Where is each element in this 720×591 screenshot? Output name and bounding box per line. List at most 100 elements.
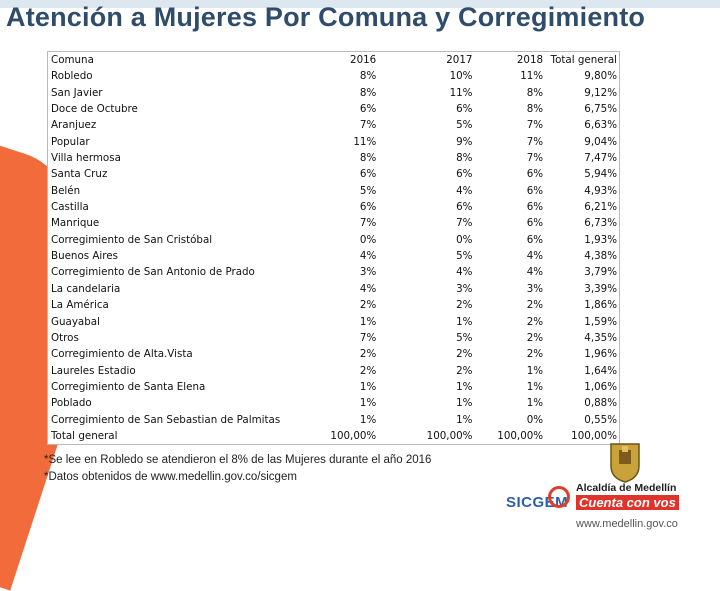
cell-total-general: 1,96%: [584, 348, 617, 361]
cell-2017: 1%: [456, 380, 473, 393]
cell-2018: 7%: [526, 135, 544, 148]
cell-2017: 4%: [456, 184, 473, 197]
cell-2016: 0%: [359, 233, 377, 246]
cell-2018: 8%: [526, 86, 544, 99]
table-row: Buenos Aires 4% 5% 4% 4,38%: [48, 248, 619, 264]
medellin-shield-icon: [610, 443, 640, 483]
table-row: Villa hermosa 8% 8% 7% 7,47%: [48, 150, 619, 166]
cell-2017: 2%: [456, 348, 473, 361]
cell-total-general: 6,73%: [584, 217, 617, 230]
cell-2018: 2%: [526, 348, 544, 361]
cell-2016: 7%: [359, 119, 377, 132]
cell-comuna: Total general: [51, 429, 118, 442]
data-table-container: Comuna 2016 2017 2018 Total general Robl…: [47, 51, 620, 445]
cell-comuna: Manrique: [51, 217, 100, 230]
cell-2018: 1%: [526, 364, 544, 377]
table-body: Robledo 8% 10% 11% 9,80% San Javier 8% 11% 8% 9,1…: [48, 68, 619, 444]
cell-2016: 6%: [359, 103, 377, 116]
cell-2016: 1%: [359, 397, 377, 410]
table-row: Corregimiento de San Antonio de Prado 3% 4…: [48, 264, 619, 280]
cell-comuna: Robledo: [51, 70, 93, 83]
cell-2016: 5%: [359, 184, 377, 197]
sicgem-ring-icon: [548, 486, 570, 508]
cell-comuna: Corregimiento de San Antonio de Prado: [51, 266, 255, 279]
cell-2018: 4%: [526, 250, 544, 263]
cell-comuna: Aranjuez: [51, 119, 97, 132]
cell-comuna: Belén: [51, 184, 81, 197]
cell-2018: 6%: [526, 184, 544, 197]
table-row: San Javier 8% 11% 8% 9,12%: [48, 85, 619, 101]
cell-total-general: 4,93%: [584, 184, 617, 197]
table-row: Corregimiento de San Cristóbal 0% 0% 6% 1,93…: [48, 232, 619, 248]
cell-2017: 7%: [456, 217, 473, 230]
cell-comuna: Corregimiento de San Sebastian de Palmit…: [51, 413, 281, 426]
cell-2018: 1%: [526, 380, 544, 393]
cell-comuna: Corregimiento de San Cristóbal: [51, 233, 213, 246]
cell-total-general: 9,12%: [584, 86, 617, 99]
alcaldia-brand: Alcaldía de Medellín Cuenta con vos www.…: [576, 482, 679, 530]
header-2018: 2018: [516, 54, 544, 66]
table-row: Corregimiento de Santa Elena 1% 1% 1% 1,06%: [48, 379, 619, 395]
cell-2017: 6%: [456, 168, 473, 181]
cell-comuna: Poblado: [51, 397, 92, 410]
cell-2016: 3%: [359, 266, 377, 279]
table-row: Laureles Estadio 2% 2% 1% 1,64%: [48, 363, 619, 379]
cell-2016: 11%: [353, 135, 377, 148]
cell-comuna: Doce de Octubre: [51, 103, 138, 116]
cell-2017: 0%: [456, 233, 473, 246]
table-row: Santa Cruz 6% 6% 6% 5,94%: [48, 166, 619, 182]
cell-2017: 9%: [456, 135, 473, 148]
cell-total-general: 0,88%: [584, 397, 617, 410]
cell-2016: 2%: [359, 348, 377, 361]
cell-2018: 2%: [526, 315, 544, 328]
table-row: Otros 7% 5% 2% 4,35%: [48, 330, 619, 346]
cell-total-general: 9,04%: [584, 135, 617, 148]
cell-total-general: 3,39%: [584, 282, 617, 295]
cell-2016: 7%: [359, 331, 377, 344]
cell-2017: 1%: [456, 315, 473, 328]
cell-comuna: San Javier: [51, 86, 103, 99]
cell-2017: 11%: [449, 86, 473, 99]
cell-2016: 8%: [359, 70, 377, 83]
table-row: Guayabal 1% 1% 2% 1,59%: [48, 314, 619, 330]
header-2017: 2017: [446, 54, 473, 66]
cell-2018: 8%: [526, 103, 544, 116]
header-2016: 2016: [350, 54, 377, 66]
cell-2018: 6%: [526, 217, 544, 230]
cell-total-general: 1,86%: [584, 299, 617, 312]
cell-2018: 6%: [526, 168, 544, 181]
cell-2017: 5%: [456, 250, 473, 263]
cell-2016: 6%: [359, 168, 377, 181]
table-row: Corregimiento de Alta.Vista 2% 2% 2% 1,96%: [48, 346, 619, 362]
cell-2017: 6%: [456, 201, 473, 214]
top-band: [0, 0, 720, 8]
table-row: Robledo 8% 10% 11% 9,80%: [48, 68, 619, 84]
cell-total-general: 6,63%: [584, 119, 617, 132]
table-row: Castilla 6% 6% 6% 6,21%: [48, 199, 619, 215]
cell-comuna: La América: [51, 299, 109, 312]
cell-total-general: 1,64%: [584, 364, 617, 377]
cell-comuna: Buenos Aires: [51, 250, 119, 263]
cell-2017: 3%: [456, 282, 473, 295]
cell-total-general: 7,47%: [584, 152, 617, 165]
header-comuna: Comuna: [51, 54, 94, 66]
cell-2018: 11%: [520, 70, 544, 83]
cell-2016: 7%: [359, 217, 377, 230]
cell-comuna: Guayabal: [51, 315, 100, 328]
cell-total-general: 1,93%: [584, 233, 617, 246]
footnote-reading: *Se lee en Robledo se atendieron el 8% d…: [44, 454, 432, 466]
cell-total-general: 6,21%: [584, 201, 617, 214]
table-row: Corregimiento de San Sebastian de Palmit…: [48, 412, 619, 428]
cell-total-general: 1,06%: [584, 380, 617, 393]
cell-comuna: La candelaria: [51, 282, 121, 295]
table-row: Poblado 1% 1% 1% 0,88%: [48, 395, 619, 411]
cell-2018: 4%: [526, 266, 544, 279]
table-row: Aranjuez 7% 5% 7% 6,63%: [48, 117, 619, 133]
cell-total-general: 0,55%: [584, 413, 617, 426]
cell-total-general: 5,94%: [584, 168, 617, 181]
cell-2018: 7%: [526, 119, 544, 132]
cell-comuna: Corregimiento de Alta.Vista: [51, 348, 193, 361]
cell-2016: 1%: [359, 413, 377, 426]
cell-comuna: Laureles Estadio: [51, 364, 136, 377]
cell-2017: 1%: [456, 397, 473, 410]
